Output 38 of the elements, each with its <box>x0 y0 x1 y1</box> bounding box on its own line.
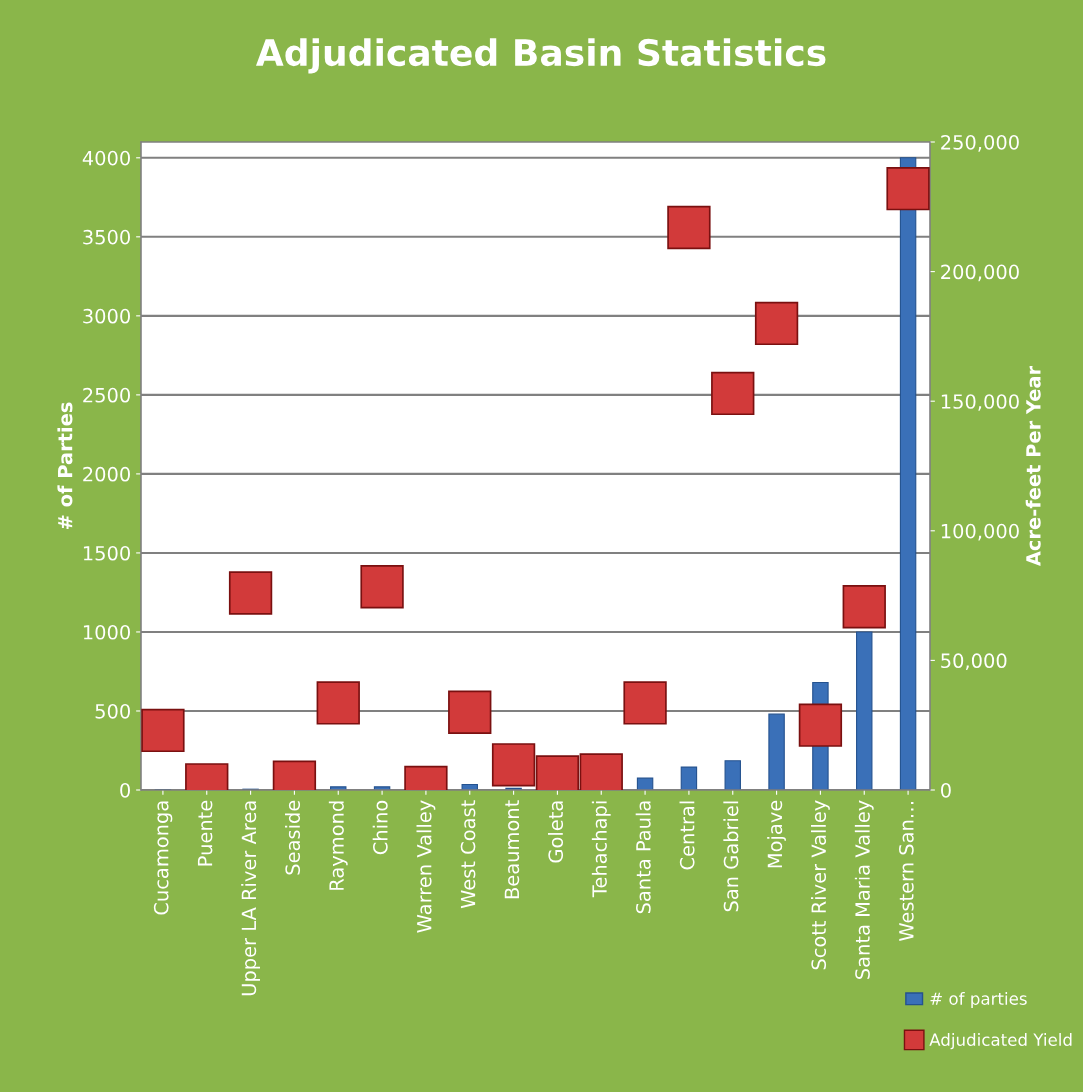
x-tick-label: Cucamonga <box>153 801 173 915</box>
y-tick-label: 1000 <box>83 624 130 640</box>
x-tick-label: Upper LA River Area <box>241 801 260 996</box>
x-tick-label: Scott River Valley <box>811 800 830 970</box>
x-tick-label: Chino <box>372 800 388 855</box>
y-axis-title: # of Parties <box>57 402 73 530</box>
x-tick-label: Puente <box>197 800 213 866</box>
x-tick-label: Goleta <box>548 801 564 863</box>
y2-tick-label: 250,000 <box>941 134 1019 152</box>
y-tick-label: 0 <box>120 782 130 798</box>
legend-label: Adjudicated Yield <box>929 1033 1072 1050</box>
legend-label: # of parties <box>930 991 1027 1009</box>
y-tick-label: 1500 <box>83 545 130 561</box>
x-tick-label: Santa Maria Valley <box>854 800 874 979</box>
y-tick-label: 3000 <box>83 308 130 324</box>
x-tick-label: San Gabriel <box>723 801 739 912</box>
y-tick-label: 500 <box>95 703 130 719</box>
y-tick-label: 2500 <box>83 387 130 403</box>
x-tick-label: Central <box>679 801 695 870</box>
x-tick-label: Warren Valley <box>416 800 436 933</box>
x-tick-label: Beaumont <box>504 800 520 899</box>
y2-tick-label: 0 <box>941 782 951 798</box>
x-tick-label: Western San… <box>899 801 914 942</box>
x-tick-label: Santa Paula <box>635 801 651 914</box>
y2-tick-label: 150,000 <box>941 394 1019 411</box>
x-tick-label: Seaside <box>285 800 301 875</box>
x-tick-label: West Coast <box>460 800 476 909</box>
chart-title: Adjudicated Basin Statistics <box>255 38 826 74</box>
x-tick-label: Raymond <box>328 801 348 890</box>
y2-axis-title: Acre-feet Per Year <box>1025 365 1041 567</box>
x-tick-label: Tehachapi <box>591 801 611 898</box>
y-tick-label: 2000 <box>83 466 130 482</box>
y2-tick-label: 100,000 <box>941 523 1019 541</box>
x-tick-label: Mojave <box>767 800 786 868</box>
y2-tick-label: 200,000 <box>941 264 1019 282</box>
y-tick-label: 4000 <box>82 150 130 166</box>
y2-tick-label: 50,000 <box>941 653 1007 671</box>
y-tick-label: 3500 <box>83 229 130 245</box>
